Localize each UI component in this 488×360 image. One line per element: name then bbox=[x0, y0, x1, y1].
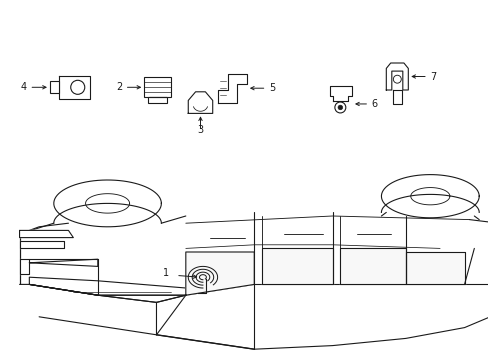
Polygon shape bbox=[20, 241, 63, 248]
Text: 5: 5 bbox=[268, 83, 275, 93]
Circle shape bbox=[392, 75, 401, 83]
Polygon shape bbox=[405, 252, 464, 284]
FancyBboxPatch shape bbox=[148, 97, 167, 103]
Text: 6: 6 bbox=[371, 99, 377, 109]
Polygon shape bbox=[381, 175, 478, 218]
Circle shape bbox=[71, 80, 84, 94]
Polygon shape bbox=[85, 194, 129, 213]
Polygon shape bbox=[261, 248, 332, 284]
FancyBboxPatch shape bbox=[50, 81, 59, 93]
Polygon shape bbox=[59, 76, 90, 99]
Text: 4: 4 bbox=[20, 82, 27, 92]
Polygon shape bbox=[339, 248, 405, 284]
Text: 2: 2 bbox=[116, 82, 122, 92]
Polygon shape bbox=[54, 180, 161, 227]
Polygon shape bbox=[188, 92, 212, 113]
Polygon shape bbox=[20, 259, 29, 274]
Polygon shape bbox=[329, 86, 351, 101]
Circle shape bbox=[334, 102, 345, 113]
Polygon shape bbox=[410, 188, 449, 205]
Polygon shape bbox=[392, 90, 401, 104]
Text: 3: 3 bbox=[197, 125, 203, 135]
Polygon shape bbox=[217, 74, 246, 103]
Text: 7: 7 bbox=[429, 72, 436, 81]
Polygon shape bbox=[29, 277, 185, 295]
Polygon shape bbox=[20, 230, 73, 238]
Polygon shape bbox=[29, 259, 98, 266]
Circle shape bbox=[337, 105, 342, 110]
Polygon shape bbox=[386, 63, 407, 90]
Polygon shape bbox=[20, 176, 488, 302]
Polygon shape bbox=[185, 252, 254, 295]
FancyBboxPatch shape bbox=[144, 77, 171, 97]
Text: 1: 1 bbox=[162, 267, 168, 278]
